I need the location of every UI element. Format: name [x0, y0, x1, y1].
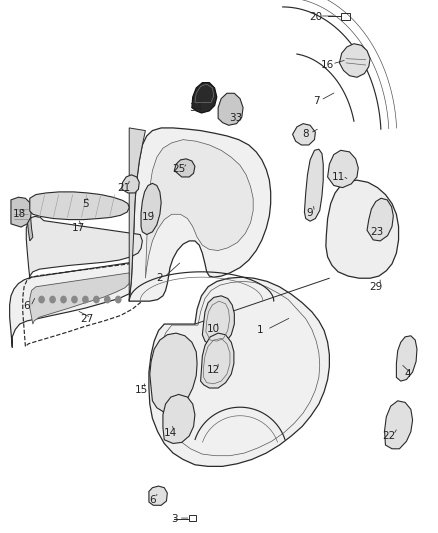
Polygon shape	[30, 273, 131, 324]
Polygon shape	[30, 192, 129, 220]
Text: 27: 27	[80, 314, 93, 324]
Circle shape	[116, 296, 121, 303]
Text: 12: 12	[207, 366, 220, 375]
Polygon shape	[218, 93, 243, 125]
Text: 19: 19	[141, 213, 155, 222]
Text: 18: 18	[13, 209, 26, 219]
Polygon shape	[122, 175, 139, 193]
Circle shape	[39, 296, 44, 303]
Text: 33: 33	[229, 114, 242, 123]
Circle shape	[83, 296, 88, 303]
Polygon shape	[149, 486, 167, 505]
Polygon shape	[141, 183, 161, 235]
Polygon shape	[174, 159, 195, 177]
Polygon shape	[149, 277, 329, 466]
Polygon shape	[328, 150, 358, 188]
Polygon shape	[202, 296, 234, 346]
Polygon shape	[192, 83, 217, 113]
Polygon shape	[339, 44, 370, 77]
Text: 7: 7	[313, 96, 320, 106]
Text: 16: 16	[321, 60, 334, 70]
Text: 10: 10	[207, 325, 220, 334]
Text: 9: 9	[307, 208, 314, 218]
Text: 34: 34	[190, 103, 203, 112]
Text: 1: 1	[257, 326, 264, 335]
Circle shape	[61, 296, 66, 303]
Polygon shape	[163, 394, 195, 443]
Circle shape	[72, 296, 77, 303]
Text: 22: 22	[382, 431, 396, 441]
Text: 6: 6	[149, 495, 156, 505]
Text: 20: 20	[309, 12, 322, 22]
Text: 21: 21	[117, 183, 130, 192]
Text: 23: 23	[370, 227, 383, 237]
Text: 3: 3	[171, 514, 178, 524]
Circle shape	[105, 296, 110, 303]
Text: 11: 11	[332, 172, 345, 182]
Circle shape	[94, 296, 99, 303]
Text: 15: 15	[134, 385, 148, 395]
Text: 5: 5	[82, 199, 89, 208]
Polygon shape	[11, 197, 32, 227]
Polygon shape	[396, 336, 417, 381]
Text: 25: 25	[172, 165, 185, 174]
Bar	[341, 13, 350, 20]
Polygon shape	[304, 149, 323, 221]
Polygon shape	[26, 216, 142, 278]
Text: 14: 14	[163, 428, 177, 438]
Polygon shape	[367, 198, 393, 241]
Text: 29: 29	[369, 282, 382, 292]
Polygon shape	[293, 124, 315, 145]
Text: 6: 6	[23, 302, 30, 311]
Polygon shape	[150, 333, 197, 411]
Text: 4: 4	[404, 369, 411, 379]
Polygon shape	[326, 180, 399, 278]
Polygon shape	[201, 333, 234, 388]
Polygon shape	[385, 401, 413, 449]
Text: 2: 2	[156, 273, 163, 283]
Polygon shape	[27, 205, 33, 241]
Circle shape	[50, 296, 55, 303]
Text: 17: 17	[71, 223, 85, 233]
Polygon shape	[129, 128, 145, 301]
Polygon shape	[145, 140, 253, 278]
Text: 8: 8	[302, 130, 309, 139]
Polygon shape	[10, 261, 145, 348]
Polygon shape	[129, 128, 271, 301]
